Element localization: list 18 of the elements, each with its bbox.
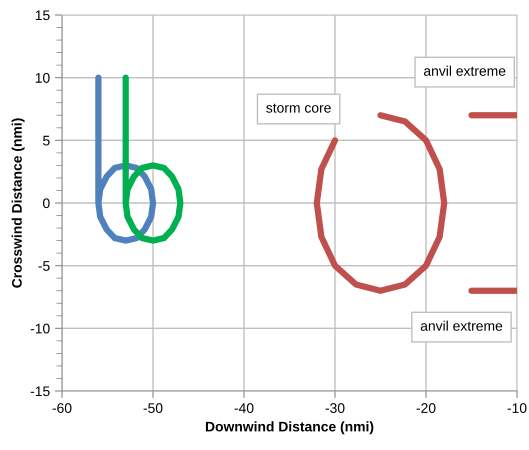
y-axis-title: Crosswind Distance (nmi) <box>12 118 25 288</box>
y-tick-label: -15 <box>30 386 50 396</box>
annotation: anvil extreme <box>424 66 506 76</box>
y-tick-label: -5 <box>38 261 50 271</box>
y-tick-label: 0 <box>43 198 50 208</box>
annotation: anvil extreme <box>420 320 502 331</box>
x-tick-label: -20 <box>416 403 436 414</box>
y-tick-label: -10 <box>30 324 50 334</box>
annotation: storm core <box>266 104 331 113</box>
x-tick-label: -10 <box>508 403 526 414</box>
x-tick-label: -30 <box>326 403 344 414</box>
x-tick-label: -60 <box>52 403 72 414</box>
y-tick-label: 5 <box>43 136 50 146</box>
x-axis-title: Downwind Distance (nmi) <box>206 421 374 434</box>
y-tick-label: 15 <box>36 10 50 20</box>
y-tick-label: 10 <box>36 73 50 83</box>
x-tick-label: -40 <box>234 403 254 414</box>
x-tick-label: -50 <box>144 403 162 414</box>
